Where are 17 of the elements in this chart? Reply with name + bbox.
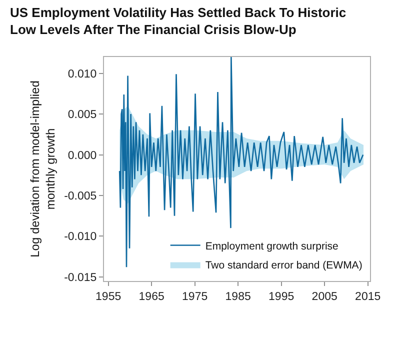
x-tick-label: 2005 (312, 290, 338, 303)
x-tick-label: 1975 (182, 290, 208, 303)
x-tick-label: 1985 (225, 290, 251, 303)
y-tick-label: 0.010 (68, 68, 97, 80)
legend-label: Employment growth surprise (205, 240, 339, 252)
x-tick-label: 1965 (138, 290, 164, 303)
chart-title: US Employment Volatility Has Settled Back To Historic Low Levels After The Financial Crisis Blow-Up (10, 5, 346, 37)
legend-label: Two standard error band (EWMA) (205, 259, 362, 272)
y-tick-label: 0.000 (68, 150, 97, 162)
x-tick-label: 1955 (96, 290, 122, 303)
x-tick-label: 2015 (355, 290, 381, 303)
y-axis-title: Log deviation from model-implied monthly growth (28, 80, 58, 258)
x-tick-label: 1995 (268, 290, 294, 303)
y-tick-label: -0.010 (64, 231, 97, 244)
y-tick-label: 0.005 (68, 109, 97, 122)
y-tick-label: -0.015 (64, 272, 97, 284)
y-tick-label: -0.005 (64, 190, 97, 202)
